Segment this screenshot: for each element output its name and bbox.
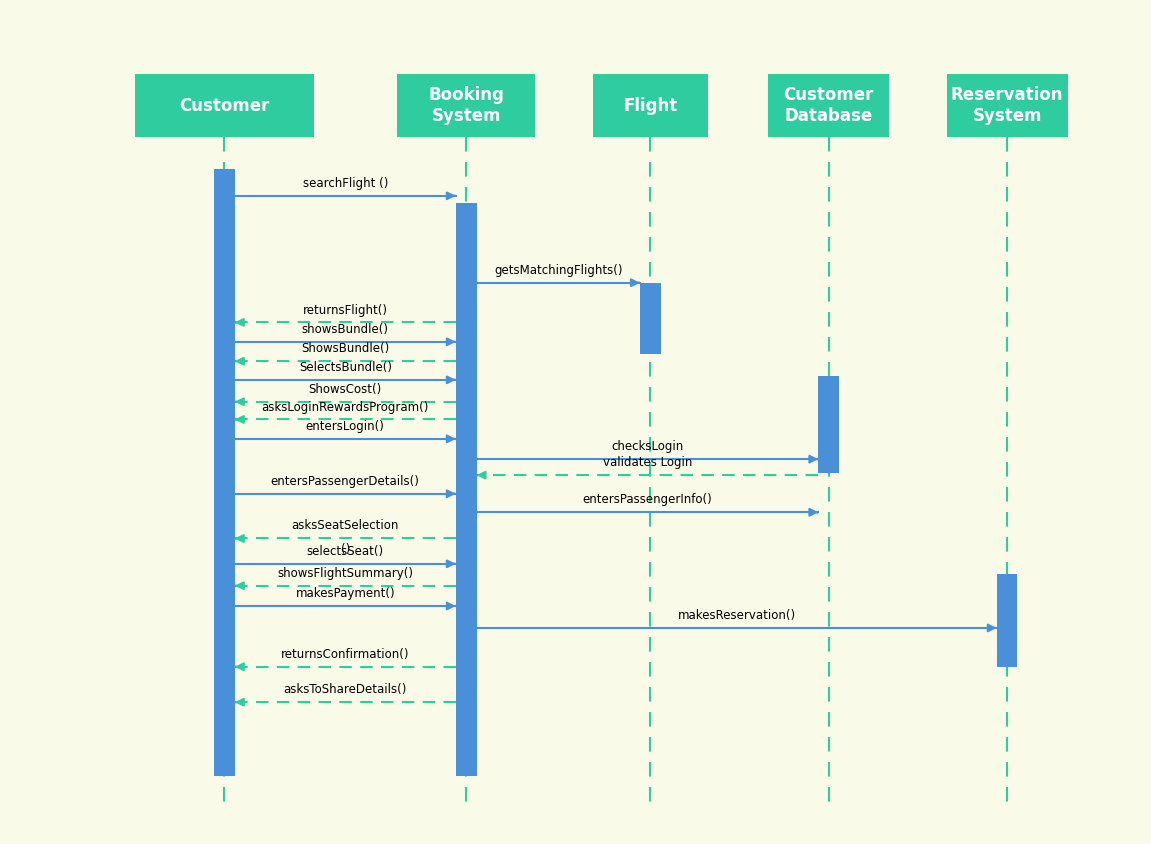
Text: asksToShareDetails(): asksToShareDetails(): [283, 684, 407, 696]
Bar: [214, 169, 235, 776]
Text: asksLoginRewardsProgram(): asksLoginRewardsProgram(): [261, 401, 429, 414]
Text: returnsFlight(): returnsFlight(): [303, 304, 388, 316]
Text: entersPassengerDetails(): entersPassengerDetails(): [270, 475, 420, 488]
Text: entersPassengerInfo(): entersPassengerInfo(): [582, 494, 712, 506]
Bar: [397, 74, 535, 138]
Text: (): (): [341, 543, 350, 555]
Bar: [456, 203, 477, 776]
Bar: [997, 574, 1017, 667]
Text: Flight: Flight: [623, 96, 678, 115]
Text: searchFlight (): searchFlight (): [303, 177, 388, 190]
Bar: [136, 74, 313, 138]
Text: Customer: Customer: [180, 96, 269, 115]
Bar: [593, 74, 708, 138]
Text: getsMatchingFlights(): getsMatchingFlights(): [494, 264, 623, 277]
Bar: [769, 74, 889, 138]
Text: selectsSeat(): selectsSeat(): [306, 545, 384, 558]
Text: makesPayment(): makesPayment(): [296, 587, 395, 600]
Text: returnsConfirmation(): returnsConfirmation(): [281, 648, 410, 661]
Text: showsFlightSummary(): showsFlightSummary(): [277, 567, 413, 580]
Text: Customer
Database: Customer Database: [784, 86, 874, 125]
Bar: [818, 376, 839, 473]
Text: validates Login: validates Login: [603, 457, 692, 469]
Text: ShowsBundle(): ShowsBundle(): [302, 343, 389, 355]
Text: ShowsCost(): ShowsCost(): [308, 383, 382, 396]
Bar: [640, 283, 661, 354]
Text: checksLogin: checksLogin: [611, 441, 684, 453]
Text: entersLogin(): entersLogin(): [306, 420, 384, 433]
Text: asksSeatSelection: asksSeatSelection: [291, 519, 399, 532]
Bar: [946, 74, 1068, 138]
Text: showsBundle(): showsBundle(): [302, 323, 389, 336]
Text: makesReservation(): makesReservation(): [678, 609, 795, 622]
Text: Reservation
System: Reservation System: [951, 86, 1064, 125]
Text: SelectsBundle(): SelectsBundle(): [299, 361, 391, 374]
Text: Booking
System: Booking System: [428, 86, 504, 125]
